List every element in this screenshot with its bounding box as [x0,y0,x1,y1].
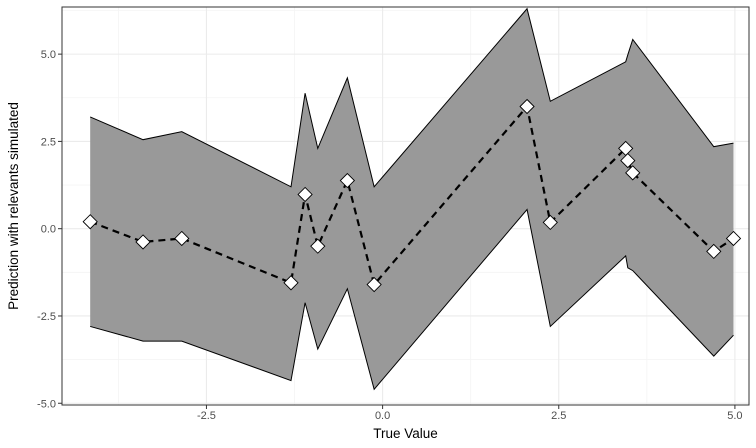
data-point-diamond [706,243,722,260]
x-tick-label: 0.0 [375,410,390,422]
y-axis-title: Prediction with relevants simulated [6,102,21,310]
y-tick-label: 2.5 [41,136,56,148]
data-point-diamond [366,276,382,293]
prediction-markers-layer [82,98,742,293]
data-point-diamond [310,238,326,254]
data-point-diamond [725,230,742,247]
data-point-diamond [82,214,98,230]
data-point-diamond [542,214,558,231]
data-point-diamond [283,275,299,291]
x-axis-title: True Value [373,426,438,441]
prediction-dashed-line [89,105,735,286]
x-axis-ticks: -2.5 0.0 2.5 5.0 [197,405,743,422]
data-point-diamond [339,172,356,189]
data-point-diamond [135,234,151,250]
data-point-diamond [297,186,313,203]
y-tick-label: -5.0 [37,398,56,410]
x-tick-label: -2.5 [197,410,216,422]
prediction-line-layer [89,105,735,286]
confidence-ribbon-layer [89,7,734,391]
data-point-diamond [620,152,636,169]
ribbon-lower-edge [90,208,734,391]
y-tick-label: 0.0 [41,224,56,236]
ribbon-upper-edge [89,7,734,188]
y-axis-ticks: -5.0 -2.5 0.0 2.5 5.0 [37,49,62,410]
confidence-ribbon [90,8,734,390]
data-point-diamond [174,230,190,247]
plot-panel-border [61,6,750,406]
y-tick-label: 5.0 [41,49,56,61]
y-tick-label: -2.5 [37,311,56,323]
x-tick-label: 2.5 [551,410,566,422]
data-point-diamond [519,98,535,115]
x-tick-label: 5.0 [727,410,742,422]
data-point-diamond [625,165,641,181]
